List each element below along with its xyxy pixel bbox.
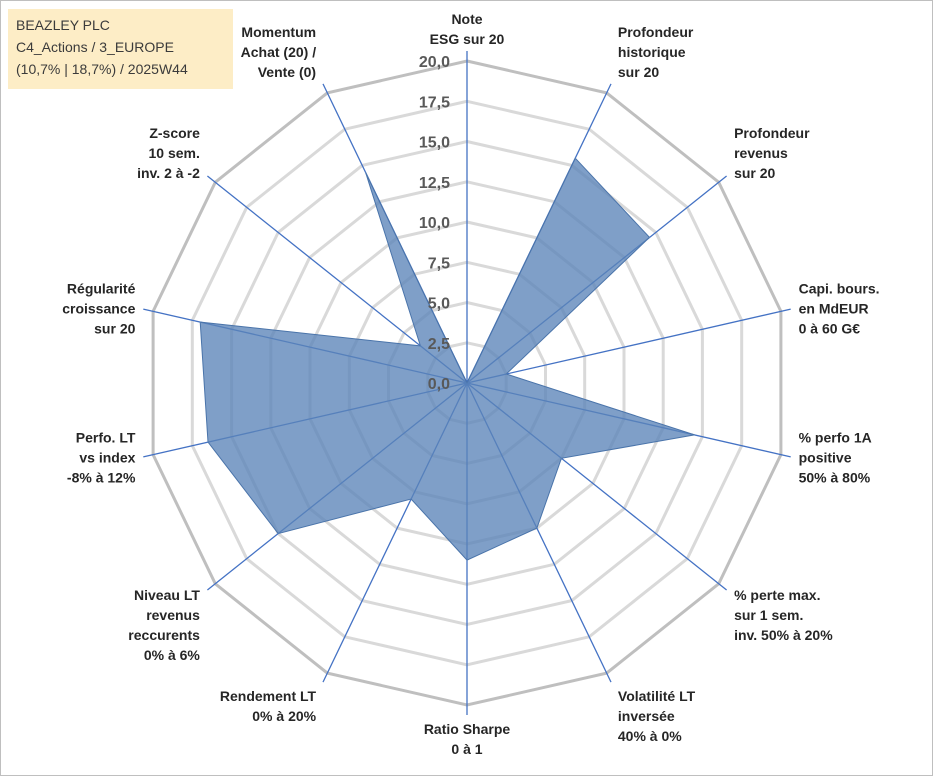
axis-label-8: Rendement LT 0% à 20% <box>220 688 317 724</box>
data-point-3 <box>505 373 507 375</box>
data-point-13 <box>365 172 367 174</box>
axis-label-10-line-2: -8% à 12% <box>67 469 136 485</box>
axis-label-9: Niveau LT revenus reccurents 0% à 6% <box>128 587 200 663</box>
axis-label-13-line-0: Momentum <box>241 24 316 40</box>
axis-label-6-line-0: Volatilité LT <box>618 688 696 704</box>
axis-label-6-line-1: inversée <box>618 708 675 724</box>
axis-label-0-line-0: Note <box>451 11 482 27</box>
axis-label-1-line-2: sur 20 <box>618 64 659 80</box>
axis-label-1: Profondeur historique sur 20 <box>618 24 694 80</box>
company-name: BEAZLEY PLC <box>16 17 110 33</box>
axis-label-11: Régularité croissance sur 20 <box>62 281 135 337</box>
data-point-12 <box>419 345 421 347</box>
axis-label-12-line-1: 10 sem. <box>149 145 200 161</box>
data-point-5 <box>560 457 562 459</box>
data-point-7 <box>466 559 468 561</box>
axis-labels: Note ESG sur 20 Profondeur historique sur 20… <box>62 11 879 757</box>
tick-label-7: 17,5 <box>419 94 450 111</box>
spoke-3 <box>466 308 791 384</box>
tick-label-4: 10,0 <box>419 215 450 232</box>
axis-label-2-line-1: revenus <box>734 145 788 161</box>
axis-label-7-line-1: 0 à 1 <box>451 741 482 757</box>
radar-series <box>199 157 696 561</box>
axis-label-3: Capi. bours. en MdEUR 0 à 60 G€ <box>799 281 880 337</box>
data-point-2 <box>649 236 650 238</box>
axis-label-11-line-0: Régularité <box>67 281 136 297</box>
axis-label-10-line-1: vs index <box>79 449 135 465</box>
tick-label-5: 12,5 <box>419 175 450 192</box>
axis-label-9-line-2: reccurents <box>128 627 200 643</box>
axis-label-2: Profondeur revenus sur 20 <box>734 125 810 181</box>
tick-label-8: 20,0 <box>419 54 450 71</box>
axis-label-4-line-1: positive <box>799 449 852 465</box>
axis-label-3-line-1: en MdEUR <box>799 301 869 317</box>
data-point-9 <box>277 533 279 535</box>
axis-label-6: Volatilité LT inversée 40% à 0% <box>618 688 696 744</box>
axis-label-4-line-0: % perfo 1A <box>799 429 872 445</box>
data-point-10 <box>207 441 209 443</box>
axis-label-12-line-0: Z-score <box>149 125 200 141</box>
axis-label-3-line-0: Capi. bours. <box>799 281 880 297</box>
data-point-6 <box>536 527 538 529</box>
axis-label-2-line-0: Profondeur <box>734 125 810 141</box>
axis-label-0: Note ESG sur 20 <box>430 11 505 47</box>
axis-label-4-line-2: 50% à 80% <box>799 469 871 485</box>
info-box: BEAZLEY PLC C4_Actions / 3_EUROPE (10,7%… <box>8 9 233 89</box>
category-label: C4_Actions / 3_EUROPE <box>16 39 174 55</box>
axis-label-5: % perte max. sur 1 sem. inv. 50% à 20% <box>734 587 833 643</box>
axis-label-5-line-0: % perte max. <box>734 587 820 603</box>
axis-label-5-line-1: sur 1 sem. <box>734 607 803 623</box>
axis-label-9-line-3: 0% à 6% <box>144 647 201 663</box>
axis-label-6-line-2: 40% à 0% <box>618 728 682 744</box>
axis-label-9-line-0: Niveau LT <box>134 587 200 603</box>
data-point-4 <box>694 434 696 436</box>
axis-label-12-line-2: inv. 2 à -2 <box>137 165 200 181</box>
tick-label-1: 2,5 <box>428 336 450 353</box>
tick-label-6: 15,0 <box>419 135 450 152</box>
axis-label-11-line-2: sur 20 <box>94 321 135 337</box>
axis-label-11-line-1: croissance <box>62 301 135 317</box>
tick-label-0: 0,0 <box>428 376 450 393</box>
axis-label-8-line-1: 0% à 20% <box>252 708 316 724</box>
axis-label-13-line-2: Vente (0) <box>258 64 316 80</box>
radial-tick-labels: 0,0 2,5 5,0 7,5 10,0 12,5 15,0 17,5 20,0 <box>419 54 450 393</box>
axis-label-1-line-1: historique <box>618 44 686 60</box>
axis-label-10: Perfo. LT vs index -8% à 12% <box>67 429 136 485</box>
axis-label-9-line-1: revenus <box>146 607 200 623</box>
axis-label-0-line-1: ESG sur 20 <box>430 31 505 47</box>
axis-label-13-line-1: Achat (20) / <box>241 44 317 60</box>
axis-label-5-line-2: inv. 50% à 20% <box>734 627 833 643</box>
axis-label-13: Momentum Achat (20) / Vente (0) <box>241 24 317 80</box>
axis-label-8-line-0: Rendement LT <box>220 688 317 704</box>
data-point-8 <box>410 498 412 500</box>
axis-label-7: Ratio Sharpe 0 à 1 <box>424 721 511 757</box>
axis-label-3-line-2: 0 à 60 G€ <box>799 321 861 337</box>
data-point-1 <box>574 157 576 159</box>
data-point-0 <box>466 382 468 384</box>
tick-label-3: 7,5 <box>428 255 450 272</box>
performance-stats: (10,7% | 18,7%) / 2025W44 <box>16 61 188 77</box>
axis-label-2-line-2: sur 20 <box>734 165 775 181</box>
data-point-11 <box>199 321 201 323</box>
axis-label-7-line-0: Ratio Sharpe <box>424 721 511 737</box>
axis-label-1-line-0: Profondeur <box>618 24 694 40</box>
tick-label-2: 5,0 <box>428 296 450 313</box>
axis-label-4: % perfo 1A positive 50% à 80% <box>799 429 872 485</box>
axis-label-10-line-0: Perfo. LT <box>76 429 136 445</box>
axis-label-12: Z-score 10 sem. inv. 2 à -2 <box>137 125 200 181</box>
